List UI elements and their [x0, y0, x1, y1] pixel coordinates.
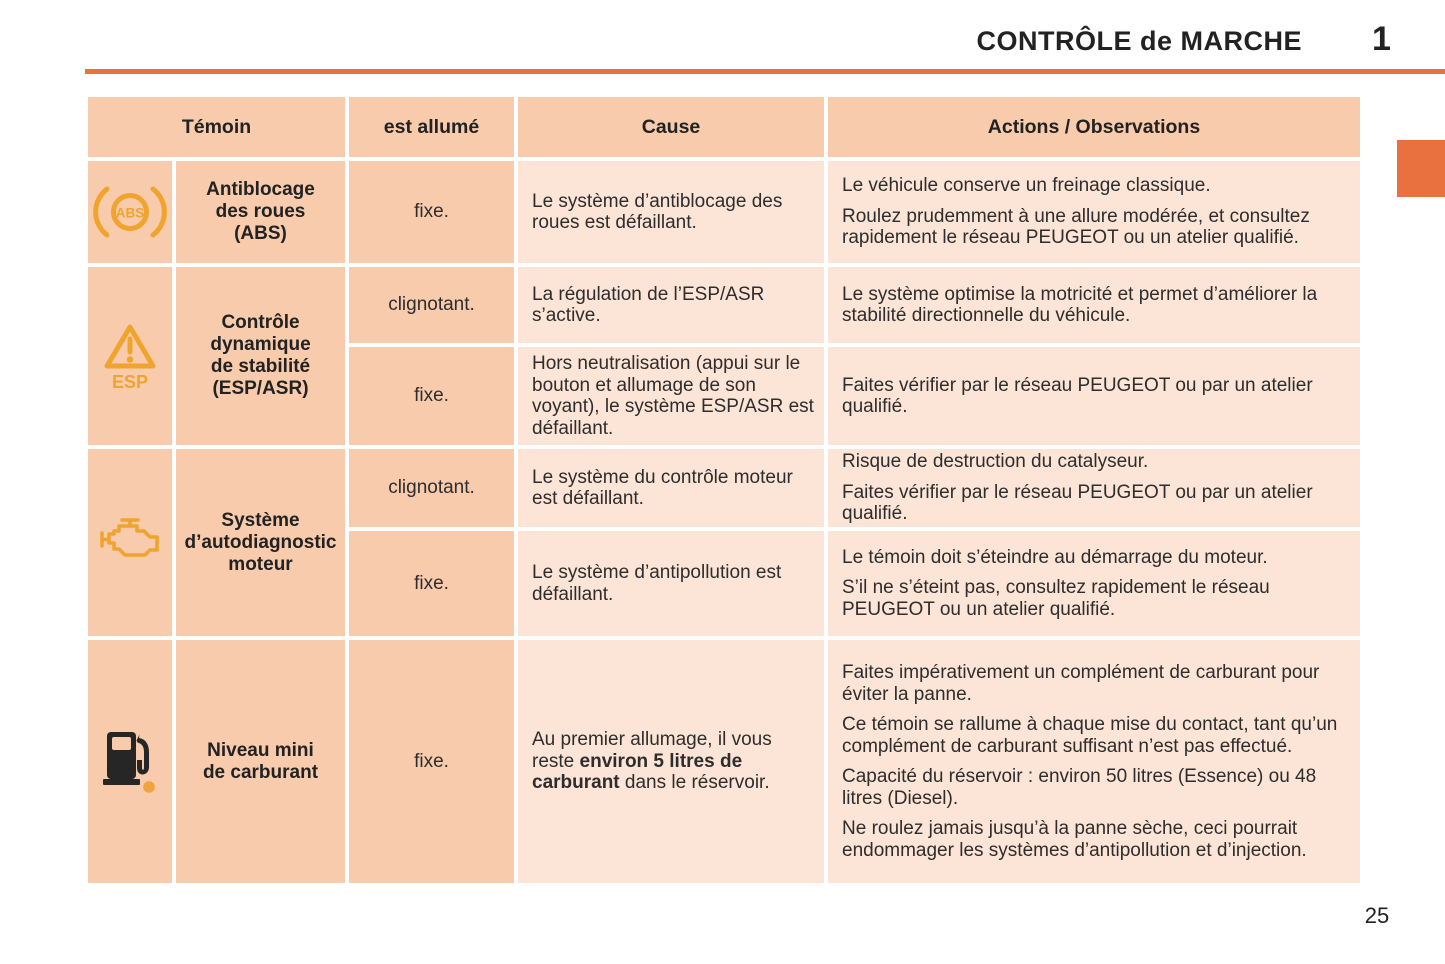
cause-cell: Hors neutralisation (appui sur le bouton…	[518, 347, 824, 445]
indicator-label: Antiblocage des roues (ABS)	[176, 161, 345, 263]
cause-cell: Le système d’antipollution est défaillan…	[518, 531, 824, 636]
chapter-side-tab	[1397, 140, 1445, 197]
actions-cell: Le témoin doit s’éteindre au démarrage d…	[828, 531, 1360, 636]
indicator-icon-cell	[88, 640, 172, 883]
indicator-label: Contrôle dynamique de stabilité (ESP/ASR…	[176, 267, 345, 445]
actions-cell: Risque de destruction du catalyseur. Fait…	[828, 449, 1360, 527]
column-header-temoin: Témoin	[88, 97, 345, 157]
state-cell: fixe.	[349, 161, 514, 263]
actions-cell: Le véhicule conserve un freinage classiq…	[828, 161, 1360, 263]
page-title: CONTRÔLE de MARCHE	[976, 26, 1302, 56]
indicator-icon-cell	[88, 449, 172, 636]
actions-cell: Faites impérativement un complément de c…	[828, 640, 1360, 883]
column-header-cause: Cause	[518, 97, 824, 157]
page-header: CONTRÔLE de MARCHE	[0, 26, 1302, 57]
cause-cell: Au premier allumage, il vous reste envir…	[518, 640, 824, 883]
indicator-label: Système d’autodiagnostic moteur	[176, 449, 345, 636]
cause-cell: Le système du contrôle moteur est défail…	[518, 449, 824, 527]
indicator-label: Niveau mini de carburant	[176, 640, 345, 883]
column-header-est-allume: est allumé	[349, 97, 514, 157]
chapter-number: 1	[1372, 20, 1391, 58]
abs-warning-icon: ABS	[93, 186, 167, 238]
esp-warning-icon: ESP	[104, 324, 156, 392]
actions-cell: Le système optimise la motricité et perm…	[828, 267, 1360, 343]
fuel-low-icon	[103, 731, 155, 793]
indicator-icon-cell: ABS	[88, 161, 172, 263]
engine-warning-icon	[100, 517, 159, 557]
state-cell: fixe.	[349, 347, 514, 445]
warning-table: Témoin est allumé Cause Actions / Observ…	[88, 97, 1360, 883]
indicator-icon-cell: ESP	[88, 267, 172, 445]
state-cell: fixe.	[349, 640, 514, 883]
actions-cell: Faites vérifier par le réseau PEUGEOT ou…	[828, 347, 1360, 445]
svg-text:ABS: ABS	[116, 206, 145, 221]
state-cell: fixe.	[349, 531, 514, 636]
svg-text:ESP: ESP	[112, 372, 148, 392]
state-cell: clignotant.	[349, 267, 514, 343]
cause-cell: La régulation de l’ESP/ASR s’active.	[518, 267, 824, 343]
state-cell: clignotant.	[349, 449, 514, 527]
column-header-actions: Actions / Observations	[828, 97, 1360, 157]
page-number: 25	[1364, 903, 1390, 928]
cause-cell: Le système d’antiblocage des roues est d…	[518, 161, 824, 263]
header-rule	[85, 69, 1445, 74]
